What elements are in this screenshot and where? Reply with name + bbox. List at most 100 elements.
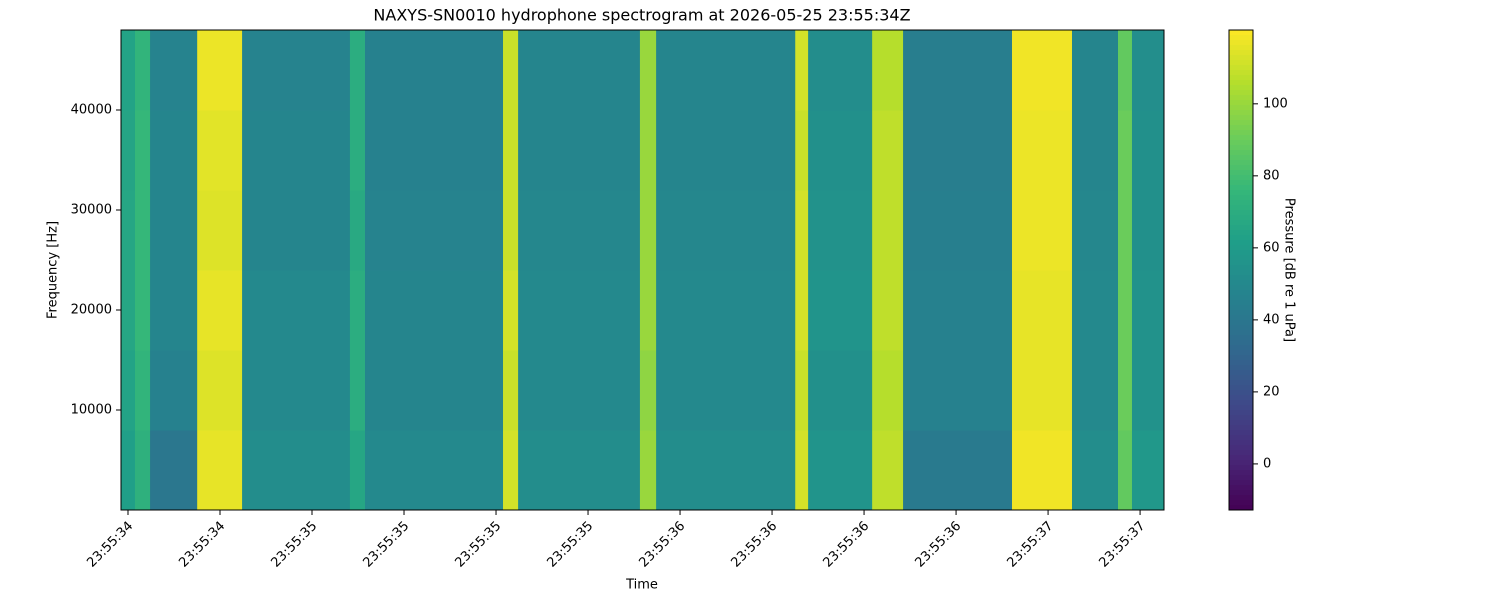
cell <box>1131 430 1165 511</box>
cell <box>903 430 1013 511</box>
colorbar-step <box>1229 410 1253 416</box>
colorbar-step <box>1229 395 1253 401</box>
cell <box>1071 270 1119 351</box>
colorbar-step <box>1229 75 1253 81</box>
cell <box>242 430 351 511</box>
colorbar-step <box>1229 225 1253 231</box>
cell <box>242 30 351 111</box>
heatmap <box>121 30 1165 511</box>
cell <box>121 30 136 111</box>
colorbar-step <box>1229 220 1253 226</box>
colorbar-step <box>1229 380 1253 386</box>
colorbar-step <box>1229 215 1253 221</box>
colorbar-step <box>1229 150 1253 156</box>
colorbar-step <box>1229 240 1253 246</box>
cell <box>795 270 809 351</box>
cell <box>503 350 519 431</box>
colorbar-frame <box>1228 29 1254 511</box>
colorbar-step <box>1229 50 1253 56</box>
colorbar-step <box>1229 360 1253 366</box>
colorbar-step <box>1229 485 1253 491</box>
colorbar-step <box>1229 120 1253 126</box>
colorbar-step <box>1229 480 1253 486</box>
colorbar-step <box>1229 170 1253 176</box>
colorbar-step <box>1229 340 1253 346</box>
colorbar-step <box>1229 495 1253 501</box>
cell <box>639 190 657 271</box>
x-tick-label: 23:55:36 <box>636 519 688 571</box>
cell <box>1012 110 1073 191</box>
cell <box>903 190 1013 271</box>
colorbar-step <box>1229 190 1253 196</box>
cell <box>518 430 641 511</box>
cell <box>808 270 873 351</box>
cell <box>518 30 641 111</box>
x-tick-label: 23:55:36 <box>728 519 780 571</box>
colorbar-step <box>1229 280 1253 286</box>
colorbar-step <box>1229 105 1253 111</box>
colorbar-step <box>1229 375 1253 381</box>
colorbar-step <box>1229 260 1253 266</box>
colorbar-step <box>1229 165 1253 171</box>
cell <box>150 350 198 431</box>
cell <box>503 270 519 351</box>
cell <box>1012 270 1073 351</box>
cell <box>1071 350 1119 431</box>
colorbar-step <box>1229 350 1253 356</box>
cell <box>656 30 796 111</box>
colorbar-step <box>1229 315 1253 321</box>
cell <box>639 270 657 351</box>
cell <box>121 110 136 191</box>
cell <box>872 110 904 191</box>
y-axis-label: Frequency [Hz] <box>46 221 61 319</box>
cell <box>121 190 136 271</box>
cell <box>639 30 657 111</box>
cell <box>121 350 136 431</box>
colorbar-step <box>1229 505 1253 511</box>
cell <box>808 190 873 271</box>
cell <box>1131 110 1165 191</box>
colorbar-tick-label: 20 <box>1263 384 1280 399</box>
cell <box>1012 30 1073 111</box>
colorbar-step <box>1229 195 1253 201</box>
cell <box>656 190 796 271</box>
colorbar-step <box>1229 175 1253 181</box>
cell <box>349 270 366 351</box>
cell <box>365 430 504 511</box>
colorbar-step <box>1229 30 1253 36</box>
colorbar-step <box>1229 470 1253 476</box>
colorbar-step <box>1229 245 1253 251</box>
cell <box>872 190 904 271</box>
y-tick-label: 40000 <box>71 103 112 118</box>
cell <box>365 350 504 431</box>
cell <box>808 350 873 431</box>
colorbar-step <box>1229 400 1253 406</box>
cell <box>808 30 873 111</box>
x-tick-label: 23:55:34 <box>84 519 136 571</box>
colorbar-step <box>1229 90 1253 96</box>
colorbar-step <box>1229 355 1253 361</box>
colorbar-step <box>1229 235 1253 241</box>
cell <box>1071 110 1119 191</box>
colorbar-step <box>1229 275 1253 281</box>
colorbar-step <box>1229 155 1253 161</box>
colorbar-step <box>1229 425 1253 431</box>
colorbar-step <box>1229 210 1253 216</box>
cell <box>1117 110 1133 191</box>
colorbar-step <box>1229 300 1253 306</box>
cell <box>365 110 504 191</box>
colorbar-step <box>1229 440 1253 446</box>
cell <box>121 430 136 511</box>
colorbar-step <box>1229 145 1253 151</box>
cell <box>349 110 366 191</box>
colorbar-step <box>1229 45 1253 51</box>
cell <box>197 110 243 191</box>
cell <box>365 30 504 111</box>
colorbar-step <box>1229 320 1253 326</box>
cell <box>872 430 904 511</box>
colorbar-step <box>1229 115 1253 121</box>
y-tick-label: 20000 <box>71 303 112 318</box>
colorbar-step <box>1229 35 1253 41</box>
cell <box>503 190 519 271</box>
